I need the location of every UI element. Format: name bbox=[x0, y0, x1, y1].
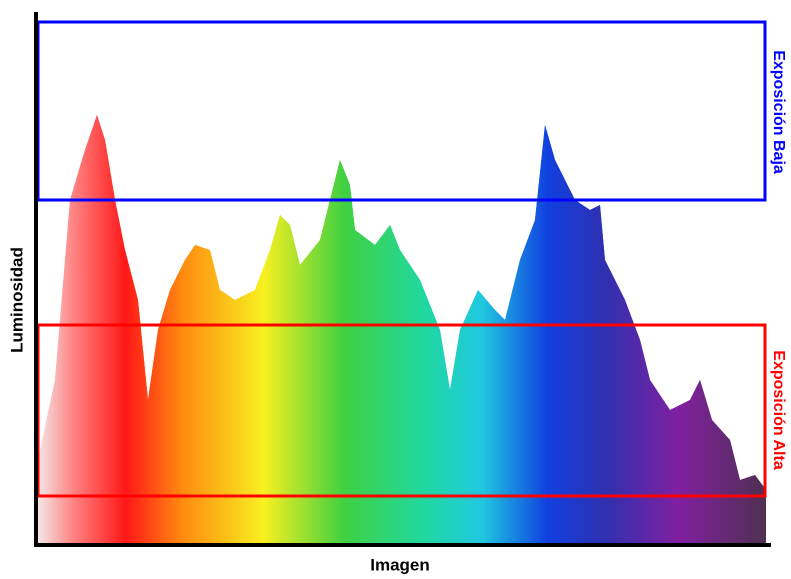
region-label: Exposición Baja bbox=[770, 50, 787, 174]
x-axis-label: Imagen bbox=[370, 555, 430, 574]
y-axis-label: Luminosidad bbox=[7, 247, 26, 353]
low-exposure-box bbox=[36, 20, 767, 202]
region-label: Exposición Alta bbox=[770, 350, 787, 470]
histogram bbox=[38, 115, 766, 545]
histogram-shading bbox=[38, 115, 766, 545]
